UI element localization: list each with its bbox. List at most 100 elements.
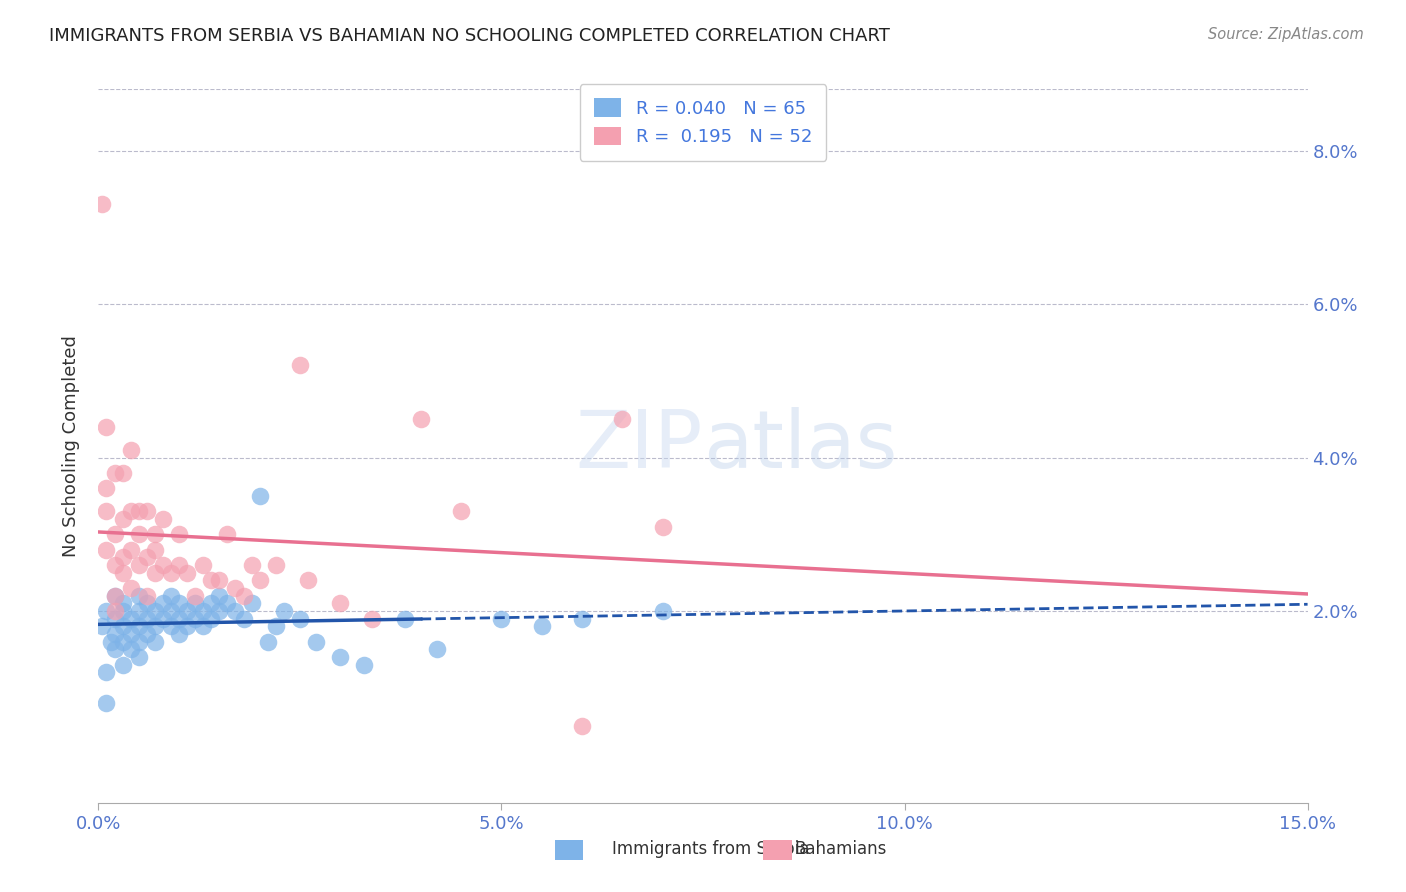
Text: IMMIGRANTS FROM SERBIA VS BAHAMIAN NO SCHOOLING COMPLETED CORRELATION CHART: IMMIGRANTS FROM SERBIA VS BAHAMIAN NO SC… [49,27,890,45]
Point [103,642,125,657]
Point [111,657,134,672]
Point [264,619,287,633]
Text: Source: ZipAtlas.com: Source: ZipAtlas.com [1208,27,1364,42]
Point [91,619,114,633]
Point [450,504,472,518]
Point [135,504,157,518]
Point [111,604,134,618]
Point [96,419,118,434]
Point [571,612,593,626]
Point [91,197,114,211]
Point [200,574,222,588]
Point [111,550,134,565]
Point [176,604,198,618]
Point [135,627,157,641]
Point [128,650,150,665]
Point [240,596,263,610]
Point [160,566,183,580]
Point [200,596,222,610]
Point [217,527,239,541]
Point [167,627,190,641]
Point [135,596,157,610]
Point [143,527,166,541]
Point [426,642,449,657]
Point [167,558,190,572]
Point [256,634,278,648]
Point [96,604,118,618]
Point [612,412,634,426]
Point [103,466,125,480]
Point [111,634,134,648]
Point [160,589,183,603]
Point [152,612,174,626]
Point [217,596,239,610]
Point [143,619,166,633]
Point [120,542,142,557]
Point [361,612,384,626]
Point [96,542,118,557]
Point [184,589,207,603]
Point [249,574,271,588]
Point [167,596,190,610]
Point [128,589,150,603]
Point [111,566,134,580]
Point [208,589,231,603]
Point [152,596,174,610]
Point [273,604,295,618]
Point [288,612,311,626]
Point [143,634,166,648]
Point [193,619,215,633]
Y-axis label: No Schooling Completed: No Schooling Completed [62,335,80,557]
Point [530,619,553,633]
Text: Bahamians: Bahamians [794,840,887,858]
Point [120,442,142,457]
Point [167,612,190,626]
Point [120,612,142,626]
Point [128,619,150,633]
Point [111,466,134,480]
Text: ZIP: ZIP [575,407,703,485]
Point [120,581,142,595]
Point [103,589,125,603]
Point [128,634,150,648]
Point [297,574,319,588]
Point [111,619,134,633]
Point [103,604,125,618]
Point [96,504,118,518]
Text: Immigrants from Serbia: Immigrants from Serbia [612,840,808,858]
Point [103,627,125,641]
Point [103,612,125,626]
Point [135,612,157,626]
Point [200,612,222,626]
Text: atlas: atlas [703,407,897,485]
Point [176,566,198,580]
Point [103,558,125,572]
Point [128,504,150,518]
Point [329,596,352,610]
Point [120,642,142,657]
Point [167,527,190,541]
Point [135,550,157,565]
Point [143,566,166,580]
Point [128,604,150,618]
Point [193,558,215,572]
Point [184,612,207,626]
Point [353,657,375,672]
Point [329,650,352,665]
Point [249,489,271,503]
Point [100,634,122,648]
Point [176,619,198,633]
Point [305,634,328,648]
Legend: R = 0.040   N = 65, R =  0.195   N = 52: R = 0.040 N = 65, R = 0.195 N = 52 [579,84,827,161]
Point [152,558,174,572]
Point [143,542,166,557]
Point [571,719,593,733]
Point [128,527,150,541]
Point [120,504,142,518]
Point [264,558,287,572]
Point [193,604,215,618]
Point [111,596,134,610]
Point [128,558,150,572]
Point [224,604,246,618]
Point [96,481,118,495]
